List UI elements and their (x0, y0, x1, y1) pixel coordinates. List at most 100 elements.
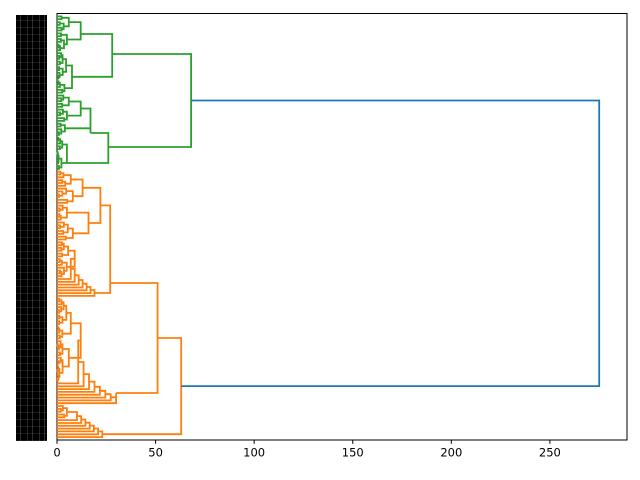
dendrogram-link (56, 343, 59, 348)
dendrogram-link (57, 252, 63, 258)
dendrogram-link (82, 186, 102, 224)
dendrogram-link (57, 421, 91, 430)
dendrogram-link (66, 249, 76, 268)
dendrogram-link (57, 179, 64, 184)
dendrogram-link (57, 103, 63, 108)
plot-border (56, 13, 628, 441)
dendrogram-link (57, 373, 90, 390)
dendrogram-link (57, 361, 85, 388)
dendrogram-link (61, 16, 70, 28)
dendrogram-link (63, 174, 72, 185)
dendrogram-link (62, 96, 70, 107)
dendrogram-link (62, 407, 68, 417)
dendrogram-link (68, 322, 82, 359)
dendrogram-link (57, 339, 81, 385)
dendrogram-link (60, 39, 65, 50)
dendrogram-link (59, 316, 64, 324)
dendrogram-link (57, 415, 83, 424)
dendrogram-link (59, 54, 64, 64)
dendrogram-link (57, 268, 76, 283)
dendrogram-link (62, 312, 72, 335)
dendrogram-link (57, 117, 66, 122)
x-axis-tick-label: 100 (243, 446, 265, 460)
dendrogram-link (66, 132, 110, 164)
dendrogram-link (57, 340, 62, 349)
dendrogram-link (57, 241, 63, 246)
dendrogram-link (57, 26, 63, 32)
dendrogram-link (181, 99, 601, 387)
dendrogram-link (57, 32, 62, 38)
dendrogram-link (66, 100, 82, 117)
dendrogram-link (61, 33, 68, 46)
dendrogram-link (57, 286, 92, 294)
dendrogram-link (57, 427, 99, 436)
dendrogram-link (62, 348, 70, 368)
dendrogram-link (62, 304, 68, 321)
dendrogram-link (59, 329, 64, 338)
dendrogram-link (57, 235, 67, 241)
dendrogram-link (57, 274, 80, 286)
dendrogram-link (57, 282, 88, 292)
dendrogram-link (57, 385, 101, 396)
dendrogram-link (62, 245, 69, 256)
dendrogram-link (59, 343, 64, 355)
x-axis-tick-label: 250 (539, 446, 561, 460)
dendrogram-link (110, 282, 159, 394)
dendrogram-link (59, 84, 66, 93)
dendrogram-link (57, 199, 69, 204)
dendrogram-link (57, 15, 63, 21)
leaf-labels-block (16, 15, 47, 441)
dendrogram-link (94, 204, 112, 294)
dendrogram-link (108, 53, 192, 148)
dendrogram-link (57, 389, 107, 399)
dendrogram-link (66, 190, 74, 203)
dendrogram-link (65, 227, 74, 239)
dendrogram-link (66, 211, 90, 235)
dendrogram-link (57, 122, 62, 128)
dendrogram-link (57, 393, 112, 402)
x-axis-tick-label: 150 (342, 446, 364, 460)
dendrogram-link (57, 154, 60, 163)
dendrogram-link (57, 97, 63, 102)
dendrogram-link (57, 430, 104, 438)
dendrogram-link (59, 22, 65, 30)
dendrogram-link (57, 247, 63, 252)
dendrogram-link (59, 140, 64, 149)
dendrogram-link (62, 110, 68, 121)
dendrogram-link (61, 301, 65, 311)
dendrogram-link (57, 266, 65, 275)
dendrogram-link (57, 411, 78, 421)
dendrogram-link (64, 64, 73, 89)
dendrogram-link (57, 279, 84, 289)
dendrogram-link (57, 413, 66, 419)
dendrogram-link (64, 107, 92, 133)
dendrogram-link (70, 178, 84, 198)
x-axis-tick-label: 50 (148, 446, 163, 460)
dendrogram-link (102, 337, 183, 436)
dendrogram-link (57, 393, 117, 405)
dendrogram-link (57, 170, 62, 176)
dendrogram-link (60, 124, 66, 133)
dendrogram-link (57, 418, 87, 427)
x-axis-tick-label: 200 (440, 446, 462, 460)
dendrogram-link (57, 38, 62, 43)
dendrogram-link (57, 88, 64, 94)
dendrogram-link (58, 157, 63, 169)
dendrogram-link (57, 230, 65, 235)
dendrogram-link (57, 289, 96, 297)
dendrogram-link (60, 206, 68, 219)
dendrogram-link (59, 67, 64, 76)
dendrogram-link (57, 424, 95, 433)
dendrogram-link (63, 223, 69, 234)
dendrogram-link (57, 408, 62, 413)
dendrogram-link (72, 33, 114, 78)
dendrogram-link (57, 380, 96, 393)
dendrogram-link (59, 359, 64, 374)
dendrogram-link (61, 242, 65, 251)
dendrogram-link (57, 257, 75, 280)
dendrogram-link (58, 367, 61, 378)
x-axis-tick-label: 0 (53, 446, 60, 460)
dendrogram-link (62, 58, 67, 73)
